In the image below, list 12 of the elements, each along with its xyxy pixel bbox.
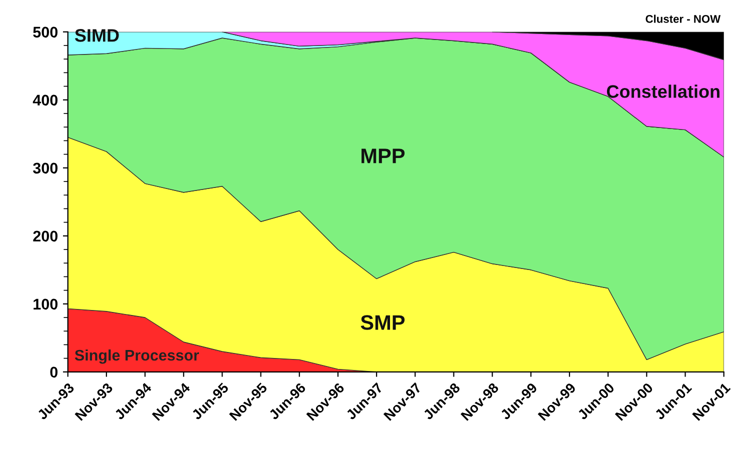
series-label: Cluster - NOW xyxy=(646,14,721,23)
series-label: Constellation xyxy=(606,84,720,98)
series-label: SMP xyxy=(360,315,405,330)
y-tick-label: 0 xyxy=(50,366,58,378)
y-tick-label: 200 xyxy=(33,230,58,242)
series-label: MPP xyxy=(362,148,405,164)
y-tick-label: 100 xyxy=(34,298,58,310)
y-tick-label: 400 xyxy=(32,94,58,106)
y-tick-label: 300 xyxy=(33,162,58,174)
y-tick-label: 500 xyxy=(33,26,58,38)
series-label: Single Processor xyxy=(74,349,200,364)
series-label: SIMD xyxy=(74,29,119,42)
